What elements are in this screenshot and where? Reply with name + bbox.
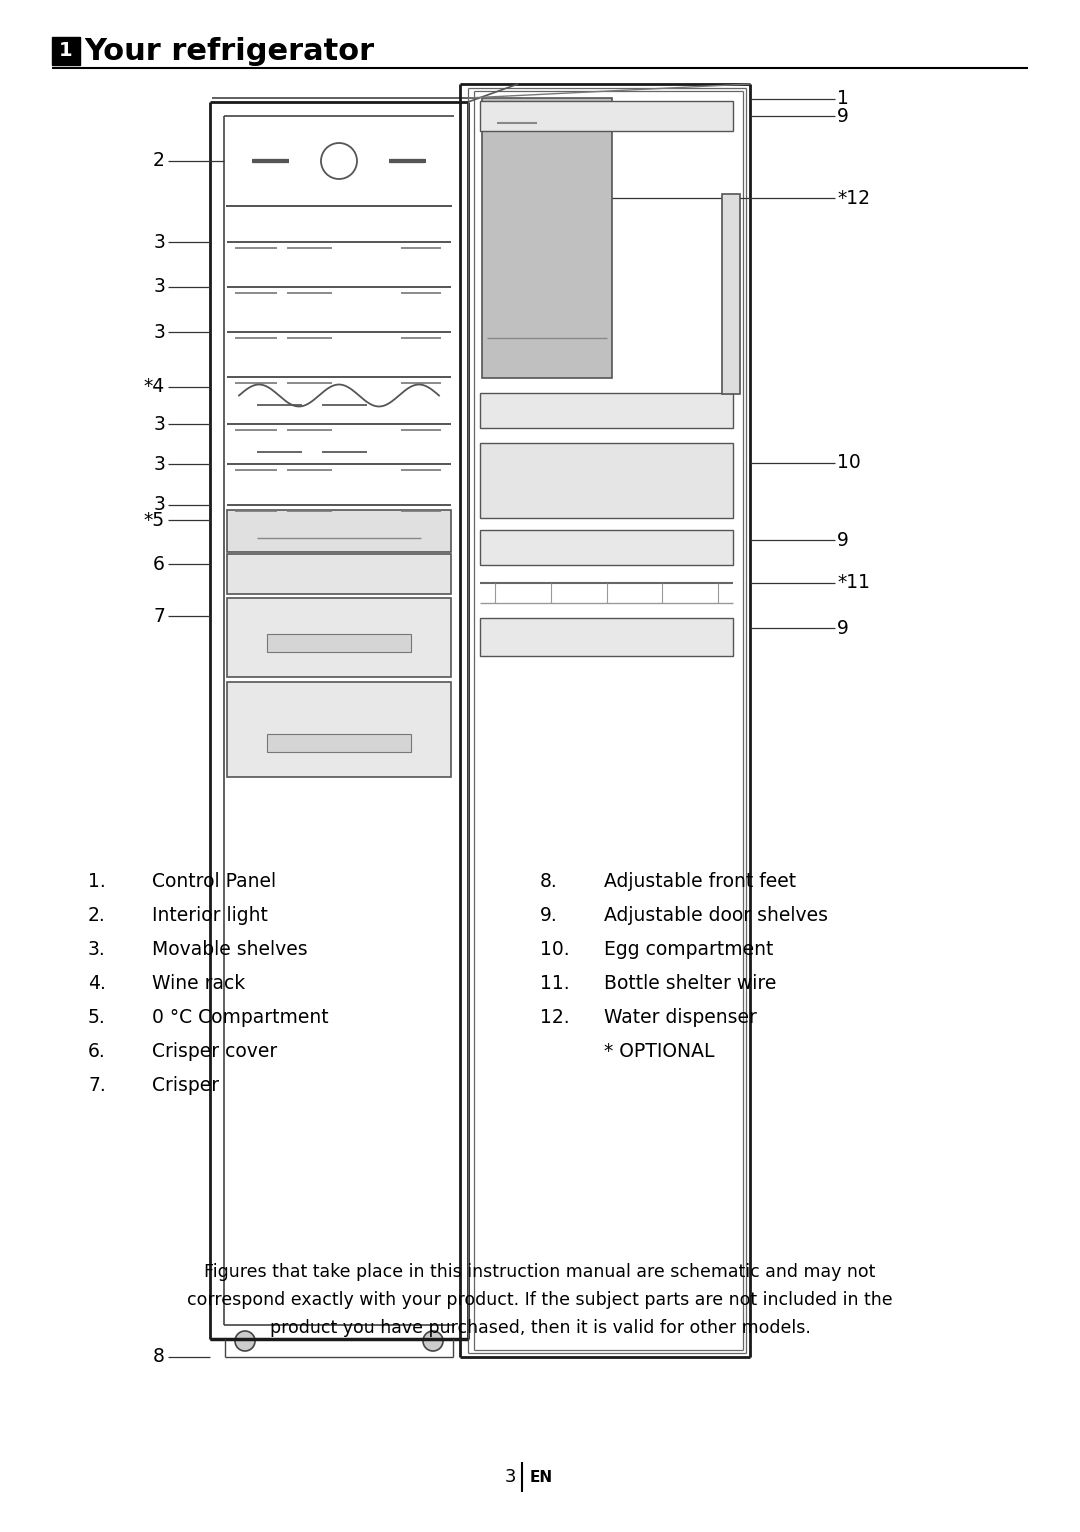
Text: 1: 1 bbox=[59, 41, 72, 60]
Text: 3: 3 bbox=[153, 415, 165, 434]
Text: 4.: 4. bbox=[87, 974, 106, 993]
Bar bbox=[227, 682, 451, 777]
Bar bbox=[52, 37, 80, 64]
Text: 3: 3 bbox=[153, 233, 165, 251]
Text: 0 °C Compartment: 0 °C Compartment bbox=[152, 1008, 328, 1026]
Circle shape bbox=[235, 1331, 255, 1351]
Bar bbox=[227, 555, 451, 594]
Text: 10: 10 bbox=[837, 453, 861, 472]
Text: 3: 3 bbox=[153, 277, 165, 297]
Bar bbox=[482, 98, 612, 378]
Text: 9: 9 bbox=[837, 530, 849, 550]
Text: Crisper: Crisper bbox=[152, 1075, 219, 1095]
Bar bbox=[227, 597, 451, 677]
Text: 2: 2 bbox=[153, 152, 165, 170]
Text: Your refrigerator: Your refrigerator bbox=[84, 37, 374, 66]
Text: Wine rack: Wine rack bbox=[152, 974, 245, 993]
Text: Movable shelves: Movable shelves bbox=[152, 941, 308, 959]
Bar bbox=[267, 734, 411, 752]
Text: Egg compartment: Egg compartment bbox=[604, 941, 773, 959]
Bar bbox=[723, 195, 740, 394]
Text: 12.: 12. bbox=[540, 1008, 569, 1026]
Text: Adjustable door shelves: Adjustable door shelves bbox=[604, 905, 828, 925]
Text: 9: 9 bbox=[837, 107, 849, 126]
Text: 7.: 7. bbox=[87, 1075, 106, 1095]
Text: 9: 9 bbox=[837, 619, 849, 637]
Circle shape bbox=[423, 1331, 443, 1351]
Text: 3: 3 bbox=[153, 495, 165, 515]
Text: 3: 3 bbox=[153, 455, 165, 473]
Text: *4: *4 bbox=[144, 377, 165, 397]
Text: 6.: 6. bbox=[87, 1042, 106, 1062]
Text: *12: *12 bbox=[837, 188, 870, 207]
Bar bbox=[267, 634, 411, 653]
Text: 2.: 2. bbox=[87, 905, 106, 925]
Text: Interior light: Interior light bbox=[152, 905, 268, 925]
Text: 11.: 11. bbox=[540, 974, 569, 993]
Text: *5: *5 bbox=[144, 510, 165, 530]
Text: 9.: 9. bbox=[540, 905, 557, 925]
Text: 10.: 10. bbox=[540, 941, 569, 959]
Text: Figures that take place in this instruction manual are schematic and may not
cor: Figures that take place in this instruct… bbox=[187, 1264, 893, 1337]
Bar bbox=[480, 394, 733, 427]
Text: 5.: 5. bbox=[87, 1008, 106, 1026]
Text: EN: EN bbox=[530, 1469, 553, 1485]
Bar bbox=[480, 530, 733, 565]
Text: 7: 7 bbox=[153, 607, 165, 625]
Bar bbox=[480, 101, 733, 132]
Text: 6: 6 bbox=[153, 555, 165, 573]
Text: 3: 3 bbox=[153, 323, 165, 342]
Text: 8: 8 bbox=[153, 1348, 165, 1367]
Text: * OPTIONAL: * OPTIONAL bbox=[604, 1042, 715, 1062]
Bar bbox=[480, 617, 733, 656]
Text: *11: *11 bbox=[837, 573, 870, 593]
Text: Bottle shelter wire: Bottle shelter wire bbox=[604, 974, 777, 993]
Text: Water dispenser: Water dispenser bbox=[604, 1008, 757, 1026]
Text: Crisper cover: Crisper cover bbox=[152, 1042, 278, 1062]
Text: 3: 3 bbox=[504, 1468, 516, 1486]
Bar bbox=[227, 510, 451, 552]
Text: Adjustable front feet: Adjustable front feet bbox=[604, 872, 796, 892]
Text: 1: 1 bbox=[837, 89, 849, 109]
Text: 1.: 1. bbox=[87, 872, 106, 892]
Text: 3.: 3. bbox=[87, 941, 106, 959]
Text: Control Panel: Control Panel bbox=[152, 872, 276, 892]
Bar bbox=[480, 443, 733, 518]
Text: 8.: 8. bbox=[540, 872, 557, 892]
